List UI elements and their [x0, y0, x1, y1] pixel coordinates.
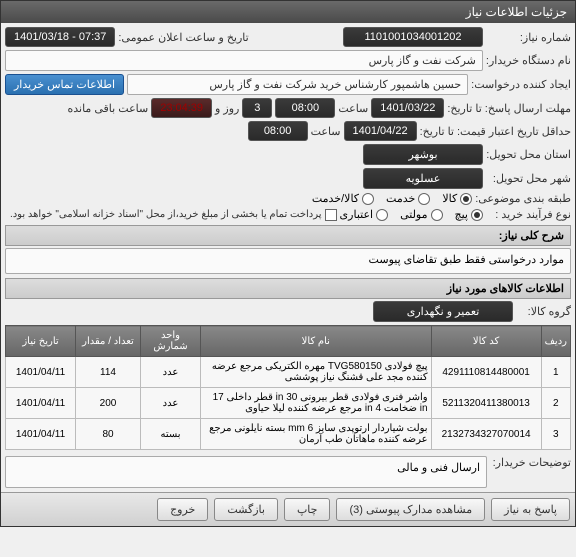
label-group: گروه کالا: [516, 305, 571, 318]
label-buyer: نام دستگاه خریدار: [486, 54, 571, 67]
cell-n: 3 [541, 419, 570, 450]
table-row[interactable]: 25211320411380013واشر فنری فولادی قطر بی… [6, 388, 571, 419]
label-validity: حداقل تاریخ اعتبار قیمت: [457, 125, 571, 138]
field-validity-date: 1401/04/22 [344, 121, 417, 141]
window: جزئیات اطلاعات نیاز شماره نیاز: 11010010… [0, 0, 576, 527]
field-group: تعمیر و نگهداری [373, 301, 513, 322]
items-table: ردیف کد کالا نام کالا واحد شمارش تعداد /… [5, 325, 571, 450]
cell-name: واشر فنری فولادی قطر بیرونی 30 in قطر دا… [201, 388, 432, 419]
cell-code: 2132734327070014 [431, 419, 541, 450]
radio-both[interactable] [362, 193, 374, 205]
col-unit: واحد شمارش [141, 326, 201, 357]
radio-service-label: خدمت [386, 192, 415, 205]
label-to-date-2: تا تاریخ: [420, 125, 454, 138]
cell-qty: 114 [76, 357, 141, 388]
label-day: روز و [215, 102, 239, 115]
label-time-2: ساعت [311, 125, 341, 138]
respond-button[interactable]: پاسخ به نیاز [491, 498, 570, 521]
cell-date: 1401/04/11 [6, 357, 76, 388]
radio-p3[interactable] [376, 209, 388, 221]
label-req-no: شماره نیاز: [486, 31, 571, 44]
radio-p3-label: اعتباری [340, 208, 374, 221]
section-general-desc: شرح کلی نیاز: [5, 225, 571, 246]
field-buyer: شرکت نفت و گاز پارس [5, 50, 483, 71]
label-category: طبقه بندی موضوعی: [475, 192, 571, 205]
field-province: بوشهر [363, 144, 483, 165]
buyer-contact-button[interactable]: اطلاعات تماس خریدار [5, 74, 124, 95]
field-public-time: 07:37 - 1401/03/18 [5, 27, 115, 47]
table-row[interactable]: 14291110814480001پیچ فولادی TVG580150 مه… [6, 357, 571, 388]
exit-button[interactable]: خروج [157, 498, 208, 521]
cell-n: 2 [541, 388, 570, 419]
cell-unit: عدد [141, 388, 201, 419]
field-requester: حسین هاشمپور کارشناس خرید شرکت نفت و گاز… [127, 74, 468, 95]
radio-goods-label: کالا [442, 192, 457, 205]
back-button[interactable]: بازگشت [214, 498, 278, 521]
field-countdown: 23:04:39 [151, 98, 212, 118]
field-req-no: 1101001034001202 [343, 27, 483, 47]
section-items: اطلاعات کالاهای مورد نیاز [5, 278, 571, 299]
label-remain: ساعت باقی مانده [67, 102, 148, 115]
label-city: شهر محل تحویل: [486, 172, 571, 185]
table-row[interactable]: 32132734327070014بولت شیاردار ارتوپدی سا… [6, 419, 571, 450]
label-purchase-type: نوع فرآیند خرید : [486, 208, 571, 221]
label-requester: ایجاد کننده درخواست: [471, 78, 571, 91]
col-code: کد کالا [431, 326, 541, 357]
attachments-button[interactable]: مشاهده مدارک پیوستی (3) [336, 498, 485, 521]
window-title: جزئیات اطلاعات نیاز [1, 1, 575, 23]
radio-service[interactable] [418, 193, 430, 205]
label-to-date: تا تاریخ: [447, 102, 481, 115]
field-validity-time: 08:00 [248, 121, 308, 141]
col-row: ردیف [541, 326, 570, 357]
cell-qty: 80 [76, 419, 141, 450]
radio-both-label: کالا/خدمت [312, 192, 359, 205]
field-days-remain: 3 [242, 98, 272, 118]
payment-note: پرداخت تمام یا بخشی از مبلغ خرید،از محل … [10, 209, 322, 220]
cell-name: بولت شیاردار ارتوپدی سایز 6 mm بسته نایل… [201, 419, 432, 450]
label-province: استان محل تحویل: [486, 148, 571, 161]
cell-date: 1401/04/11 [6, 419, 76, 450]
label-comments: توضیحات خریدار: [491, 456, 571, 469]
category-radio-group: کالا خدمت کالا/خدمت [312, 192, 472, 205]
label-public-datetime: تاریخ و ساعت اعلان عمومی: [118, 31, 248, 44]
cell-code: 4291110814480001 [431, 357, 541, 388]
print-button[interactable]: چاپ [284, 498, 331, 521]
field-city: عسلویه [363, 168, 483, 189]
radio-p2-label: مولتی [400, 208, 427, 221]
payment-checkbox[interactable] [325, 209, 337, 221]
footer-toolbar: پاسخ به نیاز مشاهده مدارک پیوستی (3) چاپ… [1, 492, 575, 526]
radio-p2[interactable] [431, 209, 443, 221]
radio-p1[interactable] [471, 209, 483, 221]
form-content: شماره نیاز: 1101001034001202 تاریخ و ساع… [1, 23, 575, 492]
cell-unit: عدد [141, 357, 201, 388]
cell-n: 1 [541, 357, 570, 388]
cell-code: 5211320411380013 [431, 388, 541, 419]
purchase-radio-group: پیچ مولتی اعتباری [340, 208, 483, 221]
field-deadline-time: 08:00 [275, 98, 335, 118]
items-table-wrap: ۰۲۱–۸۸۹۷۸۱۲۰ ردیف کد کالا نام کالا واحد … [5, 325, 571, 450]
label-deadline: مهلت ارسال پاسخ: [485, 102, 571, 115]
radio-goods[interactable] [460, 193, 472, 205]
col-date: تاریخ نیاز [6, 326, 76, 357]
col-name: نام کالا [201, 326, 432, 357]
col-qty: تعداد / مقدار [76, 326, 141, 357]
cell-date: 1401/04/11 [6, 388, 76, 419]
comments-text: ارسال فنی و مالی [5, 456, 487, 488]
radio-p1-label: پیچ [455, 208, 468, 221]
cell-name: پیچ فولادی TVG580150 مهره الکتریکی مرجع … [201, 357, 432, 388]
cell-qty: 200 [76, 388, 141, 419]
cell-unit: بسته [141, 419, 201, 450]
field-deadline-date: 1401/03/22 [371, 98, 444, 118]
label-time-1: ساعت [338, 102, 368, 115]
general-desc-text: موارد درخواستی فقط طبق تقاضای پیوست [5, 248, 571, 274]
